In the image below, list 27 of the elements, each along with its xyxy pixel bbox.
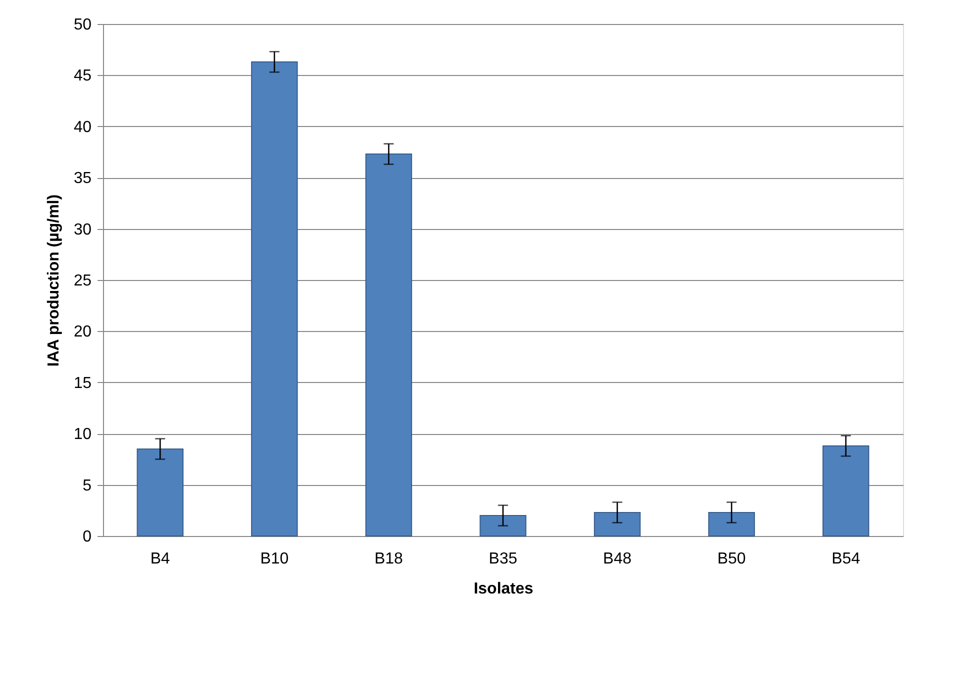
y-tick-label: 20 xyxy=(74,324,92,341)
y-tick-label: 50 xyxy=(74,16,92,34)
bar xyxy=(251,61,298,536)
y-axis-title: IAA production (µg/ml) xyxy=(46,194,63,367)
y-tick-label: 15 xyxy=(74,374,92,392)
x-tick-label: B10 xyxy=(260,550,289,568)
bar xyxy=(594,512,641,536)
bar xyxy=(365,154,412,536)
y-tick-label: 45 xyxy=(74,68,92,85)
x-tick-label: B35 xyxy=(488,550,518,568)
bar xyxy=(480,515,526,536)
bar xyxy=(136,448,184,536)
bar xyxy=(708,512,755,536)
x-tick-label: B4 xyxy=(150,550,170,568)
x-tick-label: B48 xyxy=(603,550,632,568)
y-tick-label: 35 xyxy=(74,170,92,188)
y-tick-label: 40 xyxy=(74,118,92,136)
y-tick-label: 5 xyxy=(82,477,92,494)
y-tick-label: 25 xyxy=(74,272,92,290)
y-tick-label: 30 xyxy=(74,221,92,238)
bar xyxy=(822,445,870,536)
x-tick-label: B54 xyxy=(832,550,860,568)
y-tick-label: 10 xyxy=(74,426,92,444)
y-tick-label: 0 xyxy=(82,528,92,546)
x-axis-title: Isolates xyxy=(474,580,534,598)
x-tick-label: B50 xyxy=(717,550,746,568)
x-tick-label: B18 xyxy=(374,550,404,568)
